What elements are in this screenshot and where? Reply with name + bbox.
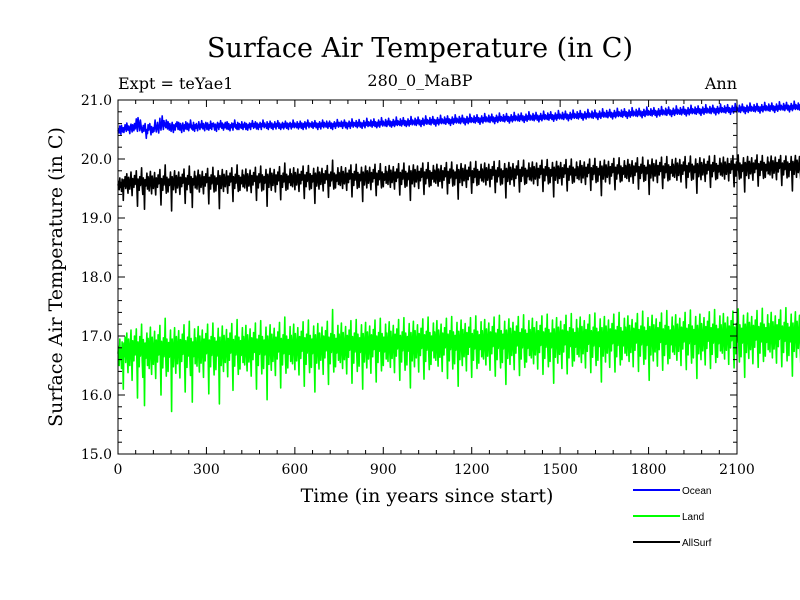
chart-subtitle: 280_0_MaBP — [367, 71, 472, 90]
y-tick-label: 18.0 — [81, 270, 112, 286]
x-tick-label: 1800 — [631, 462, 667, 478]
x-tick-label: 0 — [114, 462, 123, 478]
legend-label-ocean: Ocean — [682, 486, 711, 497]
y-tick-label: 16.0 — [81, 388, 112, 404]
x-tick-label: 2100 — [719, 462, 755, 478]
y-tick-label: 21.0 — [81, 93, 112, 109]
x-axis-label: Time (in years since start) — [301, 485, 554, 507]
y-tick-label: 19.0 — [81, 211, 112, 227]
series-line-allsurf — [117, 154, 800, 212]
y-tick-label: 20.0 — [81, 152, 112, 168]
legend-label-allsurf: AllSurf — [682, 538, 712, 549]
y-tick-label: 17.0 — [81, 329, 112, 345]
x-tick-label: 1500 — [542, 462, 578, 478]
chart-title: Surface Air Temperature (in C) — [207, 33, 633, 64]
axis-layer: 0 300 600 900 1200 1500 1800 2100 15.0 16.0 17.0 18… — [81, 93, 755, 478]
y-axis-label: Surface Air Temperature (in C) — [45, 127, 67, 427]
experiment-label: Expt = teYae1 — [118, 74, 233, 93]
series-line-ocean — [117, 100, 800, 140]
legend: Ocean Land AllSurf — [633, 486, 712, 549]
y-tick-label: 15.0 — [81, 447, 112, 463]
x-tick-label: 900 — [370, 462, 397, 478]
x-tick-label: 600 — [281, 462, 308, 478]
x-tick-label: 300 — [193, 462, 220, 478]
legend-label-land: Land — [682, 512, 704, 523]
series-line-land — [117, 306, 800, 413]
series-layer — [117, 100, 800, 413]
season-label: Ann — [704, 74, 737, 93]
x-tick-label: 1200 — [454, 462, 490, 478]
